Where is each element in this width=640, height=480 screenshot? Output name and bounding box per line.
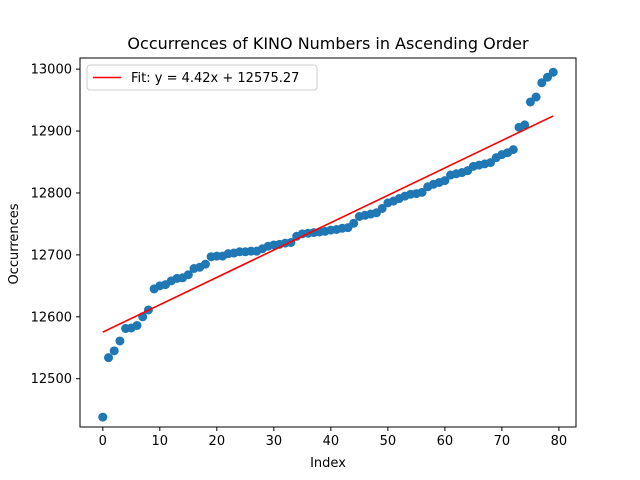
x-tick-label: 80 [551,434,568,449]
data-point [417,187,427,197]
axes: 0 10 20 30 40 50 60 70 80 12500 12600 12700 12800 129… [31,57,577,449]
legend: Fit: y = 4.42x + 12575.27 [86,64,318,91]
data-point [98,412,108,422]
x-tick-label: 10 [152,434,169,449]
data-point [531,92,541,102]
data-point [109,346,119,356]
data-point [104,353,114,363]
x-tick-label: 60 [437,434,454,449]
y-tick-label: 12700 [31,248,72,263]
data-point [115,336,125,346]
y-tick-label: 12800 [31,186,72,201]
axes-frame [79,57,577,428]
data-point [548,67,558,77]
y-tick-label: 12500 [31,372,72,387]
data-point [440,176,450,186]
legend-label: Fit: y = 4.42x + 12575.27 [131,71,299,86]
x-axis-label: Index [310,456,346,471]
data-point [537,78,547,88]
legend-box [86,64,318,91]
data-point [200,259,210,269]
x-tick-label: 0 [99,434,107,449]
x-tick-label: 30 [266,434,283,449]
x-tick-label: 40 [323,434,340,449]
fit-line [102,115,554,333]
plot-area [98,67,558,422]
y-tick-label: 13000 [31,63,72,78]
data-point [183,270,193,280]
y-tick-label: 12600 [31,310,72,325]
data-point [132,320,142,330]
data-point [377,203,387,213]
chart-title: Occurrences of KINO Numbers in Ascending… [127,34,529,53]
y-tick-label: 12900 [31,125,72,140]
y-axis-label: Occurrences [7,203,22,284]
x-tick-label: 20 [209,434,226,449]
x-tick-label: 70 [494,434,511,449]
data-point [349,218,359,228]
data-point [520,120,530,130]
x-tick-label: 50 [380,434,397,449]
data-point [508,145,518,155]
